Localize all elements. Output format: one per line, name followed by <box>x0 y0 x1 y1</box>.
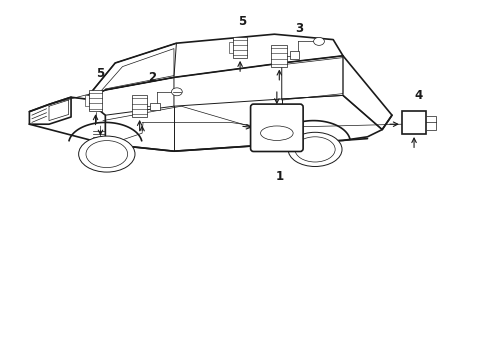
Ellipse shape <box>314 37 324 45</box>
Bar <box>132 95 147 117</box>
Bar <box>89 90 102 111</box>
Text: 4: 4 <box>415 89 423 102</box>
Ellipse shape <box>295 137 335 162</box>
Text: 2: 2 <box>148 71 156 84</box>
Bar <box>150 103 160 110</box>
Bar <box>426 116 436 130</box>
Ellipse shape <box>261 126 293 140</box>
Text: 5: 5 <box>239 15 246 28</box>
Ellipse shape <box>172 88 182 96</box>
Bar <box>271 45 287 67</box>
Ellipse shape <box>86 140 127 168</box>
Text: 5: 5 <box>97 67 104 80</box>
Bar <box>233 37 247 58</box>
FancyBboxPatch shape <box>250 104 303 152</box>
Bar <box>229 42 233 53</box>
Ellipse shape <box>78 136 135 172</box>
Bar <box>402 111 426 134</box>
Bar <box>85 95 89 106</box>
Text: 1: 1 <box>275 170 283 183</box>
Text: 3: 3 <box>295 22 303 35</box>
Ellipse shape <box>288 132 342 166</box>
Bar <box>290 51 299 59</box>
